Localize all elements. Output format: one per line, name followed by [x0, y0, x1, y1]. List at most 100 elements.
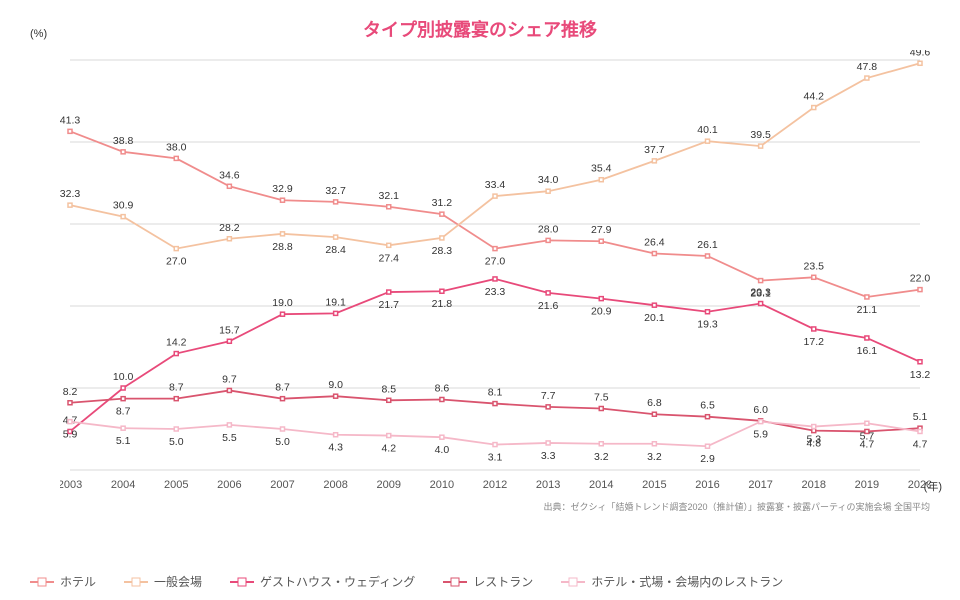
- svg-text:32.9: 32.9: [272, 183, 293, 195]
- svg-text:7.5: 7.5: [594, 392, 609, 404]
- legend-label: ホテル: [60, 573, 96, 590]
- svg-text:6.8: 6.8: [647, 397, 662, 409]
- svg-text:2003: 2003: [60, 479, 82, 491]
- svg-text:33.4: 33.4: [485, 179, 506, 191]
- svg-text:19.1: 19.1: [325, 296, 346, 308]
- svg-text:19.3: 19.3: [697, 319, 718, 331]
- svg-text:3.3: 3.3: [541, 450, 556, 462]
- svg-text:2017: 2017: [748, 479, 772, 491]
- svg-text:27.4: 27.4: [379, 252, 400, 264]
- y-axis-unit: (%): [30, 28, 47, 40]
- svg-text:27.9: 27.9: [591, 224, 612, 236]
- svg-text:44.2: 44.2: [804, 91, 825, 103]
- svg-text:2008: 2008: [323, 479, 347, 491]
- svg-text:28.2: 28.2: [219, 222, 240, 234]
- svg-text:20.9: 20.9: [591, 306, 612, 318]
- svg-text:2.9: 2.9: [700, 453, 715, 465]
- svg-text:32.3: 32.3: [60, 188, 80, 200]
- svg-text:4.3: 4.3: [328, 442, 343, 454]
- chart-title: タイプ別披露宴のシェア推移: [363, 16, 597, 42]
- legend-label: レストラン: [473, 573, 533, 590]
- svg-text:27.0: 27.0: [485, 256, 506, 268]
- svg-text:6.5: 6.5: [700, 400, 715, 412]
- svg-text:3.2: 3.2: [594, 451, 609, 463]
- svg-text:5.7: 5.7: [860, 430, 875, 442]
- svg-text:4.7: 4.7: [913, 438, 928, 450]
- svg-text:2007: 2007: [270, 479, 294, 491]
- svg-text:17.2: 17.2: [804, 336, 825, 348]
- svg-text:32.7: 32.7: [325, 185, 346, 197]
- svg-text:4.0: 4.0: [435, 444, 450, 456]
- svg-text:32.1: 32.1: [379, 190, 400, 202]
- svg-text:2004: 2004: [111, 479, 135, 491]
- svg-text:38.8: 38.8: [113, 135, 134, 147]
- legend-item: ホテル: [30, 573, 96, 590]
- svg-text:47.8: 47.8: [857, 61, 878, 73]
- svg-text:23.5: 23.5: [804, 260, 825, 272]
- svg-text:2014: 2014: [589, 479, 613, 491]
- svg-text:8.1: 8.1: [488, 387, 503, 399]
- svg-text:21.6: 21.6: [538, 300, 559, 312]
- svg-text:26.1: 26.1: [697, 239, 718, 251]
- svg-text:28.4: 28.4: [325, 244, 346, 256]
- svg-text:3.2: 3.2: [647, 451, 662, 463]
- svg-text:2016: 2016: [695, 479, 719, 491]
- svg-text:35.4: 35.4: [591, 163, 612, 175]
- svg-text:8.7: 8.7: [116, 406, 131, 418]
- svg-text:21.1: 21.1: [857, 304, 878, 316]
- svg-text:2018: 2018: [802, 479, 826, 491]
- legend-item: レストラン: [443, 573, 533, 590]
- svg-text:16.1: 16.1: [857, 345, 878, 357]
- svg-text:5.3: 5.3: [806, 434, 821, 446]
- svg-text:28.8: 28.8: [272, 241, 293, 253]
- chart-svg: 0102030405020032004200520062007200820092…: [60, 50, 930, 520]
- chart-source: 出典：ゼクシィ「結婚トレンド調査2020（推計値）」披露宴・披露パーティの実施会…: [544, 500, 931, 513]
- svg-text:6.0: 6.0: [753, 404, 768, 416]
- svg-text:5.5: 5.5: [222, 432, 237, 444]
- svg-text:8.7: 8.7: [169, 382, 184, 394]
- svg-text:49.6: 49.6: [910, 50, 930, 58]
- svg-text:5.1: 5.1: [913, 411, 928, 423]
- svg-text:7.7: 7.7: [541, 390, 556, 402]
- svg-text:27.0: 27.0: [166, 256, 187, 268]
- svg-text:2013: 2013: [536, 479, 560, 491]
- svg-text:40.1: 40.1: [697, 124, 718, 136]
- svg-text:28.3: 28.3: [432, 245, 453, 257]
- chart-container: タイプ別披露宴のシェア推移 (%) 0102030405020032004200…: [0, 0, 960, 600]
- legend-item: ゲストハウス・ウェディング: [230, 573, 415, 590]
- svg-text:5.1: 5.1: [116, 435, 131, 447]
- svg-text:21.7: 21.7: [379, 299, 400, 311]
- svg-text:30.9: 30.9: [113, 200, 134, 212]
- legend-label: ホテル・式場・会場内のレストラン: [591, 573, 783, 590]
- legend-item: ホテル・式場・会場内のレストラン: [561, 573, 783, 590]
- svg-text:21.8: 21.8: [432, 298, 453, 310]
- svg-text:19.0: 19.0: [272, 297, 293, 309]
- svg-text:5.9: 5.9: [753, 429, 768, 441]
- legend-swatch: [30, 581, 54, 583]
- legend-label: ゲストハウス・ウェディング: [260, 573, 415, 590]
- svg-text:34.0: 34.0: [538, 174, 559, 186]
- svg-text:38.0: 38.0: [166, 141, 187, 153]
- svg-text:37.7: 37.7: [644, 144, 665, 156]
- svg-text:8.6: 8.6: [435, 382, 450, 394]
- svg-text:13.2: 13.2: [910, 369, 930, 381]
- svg-text:14.2: 14.2: [166, 337, 187, 349]
- svg-text:15.7: 15.7: [219, 324, 240, 336]
- legend-swatch: [124, 581, 148, 583]
- svg-text:34.6: 34.6: [219, 169, 240, 181]
- svg-text:2010: 2010: [430, 479, 454, 491]
- svg-text:10.0: 10.0: [113, 371, 134, 383]
- chart-legend: ホテル 一般会場 ゲストハウス・ウェディング レストラン ホテル・式場・会場内のレストラ…: [30, 573, 783, 590]
- svg-text:20.3: 20.3: [750, 287, 771, 299]
- svg-text:2012: 2012: [483, 479, 507, 491]
- legend-label: 一般会場: [154, 573, 202, 590]
- svg-text:41.3: 41.3: [60, 114, 80, 126]
- svg-text:2005: 2005: [164, 479, 188, 491]
- svg-text:8.7: 8.7: [275, 382, 290, 394]
- svg-text:9.0: 9.0: [328, 379, 343, 391]
- svg-text:26.4: 26.4: [644, 237, 665, 249]
- svg-text:31.2: 31.2: [432, 197, 453, 209]
- svg-text:2015: 2015: [642, 479, 666, 491]
- svg-text:4.2: 4.2: [381, 443, 396, 455]
- svg-text:5.9: 5.9: [63, 429, 78, 441]
